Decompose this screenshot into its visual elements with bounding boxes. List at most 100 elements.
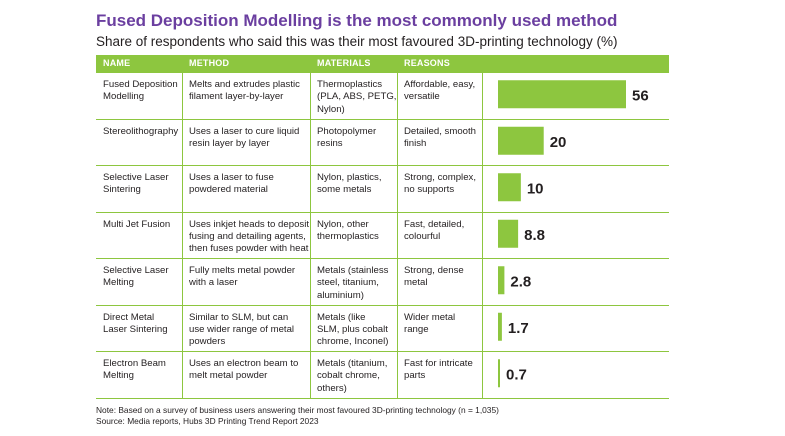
cell-line: melt metal powder <box>189 370 268 382</box>
cell-reasons: Fast, detailed, colourful <box>404 219 464 244</box>
cell-line: Thermoplastics <box>317 79 383 90</box>
cell-method: Uses an electron beam to melt metal powde… <box>189 358 298 383</box>
cell-line: with a laser <box>189 277 238 289</box>
cell-line: Modelling <box>103 91 145 103</box>
cell-reasons: Fast for intricate parts <box>404 358 473 383</box>
cell-name: Stereolithography <box>103 126 178 138</box>
cell-line: Photopolymer <box>317 125 377 137</box>
cell-line: use wider range of metal <box>189 323 295 335</box>
cell-line: fusing and detailing agents, <box>189 230 306 242</box>
cell-line: finish <box>404 137 427 149</box>
cell-reasons: Strong, dense metal <box>404 265 464 290</box>
bar-value-label: 10 <box>527 180 544 197</box>
table-row: Selective Laser Melting Fully melts metal … <box>96 259 669 306</box>
cell-line: others) <box>317 382 347 394</box>
cell-line: some metals <box>317 184 372 196</box>
cell-line: powdered material <box>189 184 268 196</box>
chart-subtitle: Share of respondents who said this was t… <box>96 34 618 49</box>
column-divider <box>397 55 398 399</box>
cell-line: Stereolithography <box>103 125 179 137</box>
header-method: METHOD <box>189 58 230 68</box>
cell-method: Similar to SLM, but can use wider range o… <box>189 312 294 349</box>
cell-reasons: Detailed, smooth finish <box>404 126 476 151</box>
cell-line: Selective Laser <box>103 172 169 183</box>
cell-materials: Nylon, plastics, some metals <box>317 172 382 197</box>
table-row: Multi Jet Fusion Uses inkjet heads to dep… <box>96 213 669 259</box>
cell-line: Multi Jet Fusion <box>103 218 171 230</box>
cell-line: Melting <box>103 370 134 382</box>
cell-line: Uses an electron beam to <box>189 358 299 369</box>
bar-value-label: 20 <box>550 134 567 151</box>
table-row: Selective Laser Sintering Uses a laser to … <box>96 166 669 213</box>
bar <box>498 80 626 109</box>
bar <box>498 266 505 295</box>
cell-line: Detailed, smooth <box>404 125 476 137</box>
cell-line: Nylon, plastics, <box>317 172 382 183</box>
cell-method: Uses a laser to cure liquid resin layer b… <box>189 126 299 151</box>
cell-name: Direct Metal Laser Sintering <box>103 312 168 337</box>
cell-method: Uses inkjet heads to deposit fusing and d… <box>189 219 309 256</box>
cell-line: Fast for intricate <box>404 358 473 369</box>
bar-chart: 56 20 10 8.8 2.8 1.7 0.7 <box>498 80 649 388</box>
cell-line: Strong, complex, <box>404 172 476 183</box>
bar-value-label: 2.8 <box>510 273 531 290</box>
cell-line: Sintering <box>103 184 141 196</box>
cell-line: filament layer-by-layer <box>189 91 284 103</box>
cell-method: Uses a laser to fuse powdered material <box>189 172 274 197</box>
cell-name: Multi Jet Fusion <box>103 219 170 231</box>
cell-line: Electron Beam <box>103 358 166 369</box>
cell-line: Laser Sintering <box>103 323 168 335</box>
bar <box>498 173 521 202</box>
bar <box>498 126 544 155</box>
column-divider <box>182 55 183 399</box>
bar-value-label: 0.7 <box>506 366 527 383</box>
cell-line: no supports <box>404 184 455 196</box>
cell-reasons: Strong, complex, no supports <box>404 172 476 197</box>
header-materials: MATERIALS <box>317 58 371 68</box>
cell-line: thermoplastics <box>317 230 379 242</box>
bar-value-label: 8.8 <box>524 227 545 244</box>
cell-materials: Photopolymer resins <box>317 126 376 151</box>
cell-line: then fuses powder with heat <box>189 243 309 255</box>
cell-line: Nylon, other <box>317 218 369 230</box>
bar <box>498 312 502 341</box>
cell-line: Nylon) <box>317 103 345 115</box>
cell-line: Metals (titanium, <box>317 358 388 369</box>
cell-line: Melts and extrudes plastic <box>189 79 300 90</box>
cell-name: Electron Beam Melting <box>103 358 166 383</box>
cell-materials: Metals (like SLM, plus cobalt chrome, Inco… <box>317 312 388 349</box>
cell-method: Melts and extrudes plastic filament layer… <box>189 79 300 104</box>
cell-line: Metals (stainless <box>317 265 389 276</box>
cell-line: Fully melts metal powder <box>189 265 296 276</box>
cell-line: parts <box>404 370 426 382</box>
cell-materials: Metals (titanium, cobalt chrome, others) <box>317 358 387 395</box>
cell-line: Direct Metal <box>103 311 155 323</box>
cell-method: Fully melts metal powder with a laser <box>189 265 295 290</box>
table-row: Electron Beam Melting Uses an electron bea… <box>96 352 669 399</box>
column-divider <box>310 55 311 399</box>
cell-name: Fused Deposition Modelling <box>103 79 178 104</box>
cell-name: Selective Laser Melting <box>103 265 169 290</box>
cell-line: Melting <box>103 277 134 289</box>
header-reasons: REASONS <box>404 58 450 68</box>
cell-line: aluminium) <box>317 289 364 301</box>
cell-line: versatile <box>404 91 440 103</box>
cell-line: Uses inkjet heads to deposit <box>189 218 309 230</box>
cell-line: Uses a laser to cure liquid <box>189 125 300 137</box>
cell-name: Selective Laser Sintering <box>103 172 169 197</box>
cell-line: chrome, Inconel) <box>317 336 389 348</box>
table-row: Fused Deposition Modelling Melts and extru… <box>96 73 669 120</box>
column-divider <box>482 55 483 399</box>
chart-notes: Note: Based on a survey of business user… <box>96 405 499 426</box>
header-name: NAME <box>103 58 131 68</box>
cell-materials: Thermoplastics (PLA, ABS, PETG, Nylon) <box>317 79 396 116</box>
cell-line: resins <box>317 137 343 149</box>
source-text: Source: Media reports, Hubs 3D Printing … <box>96 415 319 426</box>
cell-line: Fused Deposition <box>103 79 178 90</box>
chart-title: Fused Deposition Modelling is the most c… <box>96 11 618 30</box>
cell-line: Fast, detailed, <box>404 218 465 230</box>
cell-line: range <box>404 323 429 335</box>
cell-line: resin layer by layer <box>189 137 270 149</box>
cell-materials: Metals (stainless steel, titanium, alumini… <box>317 265 388 302</box>
table-header: NAME METHOD MATERIALS REASONS <box>96 55 669 73</box>
